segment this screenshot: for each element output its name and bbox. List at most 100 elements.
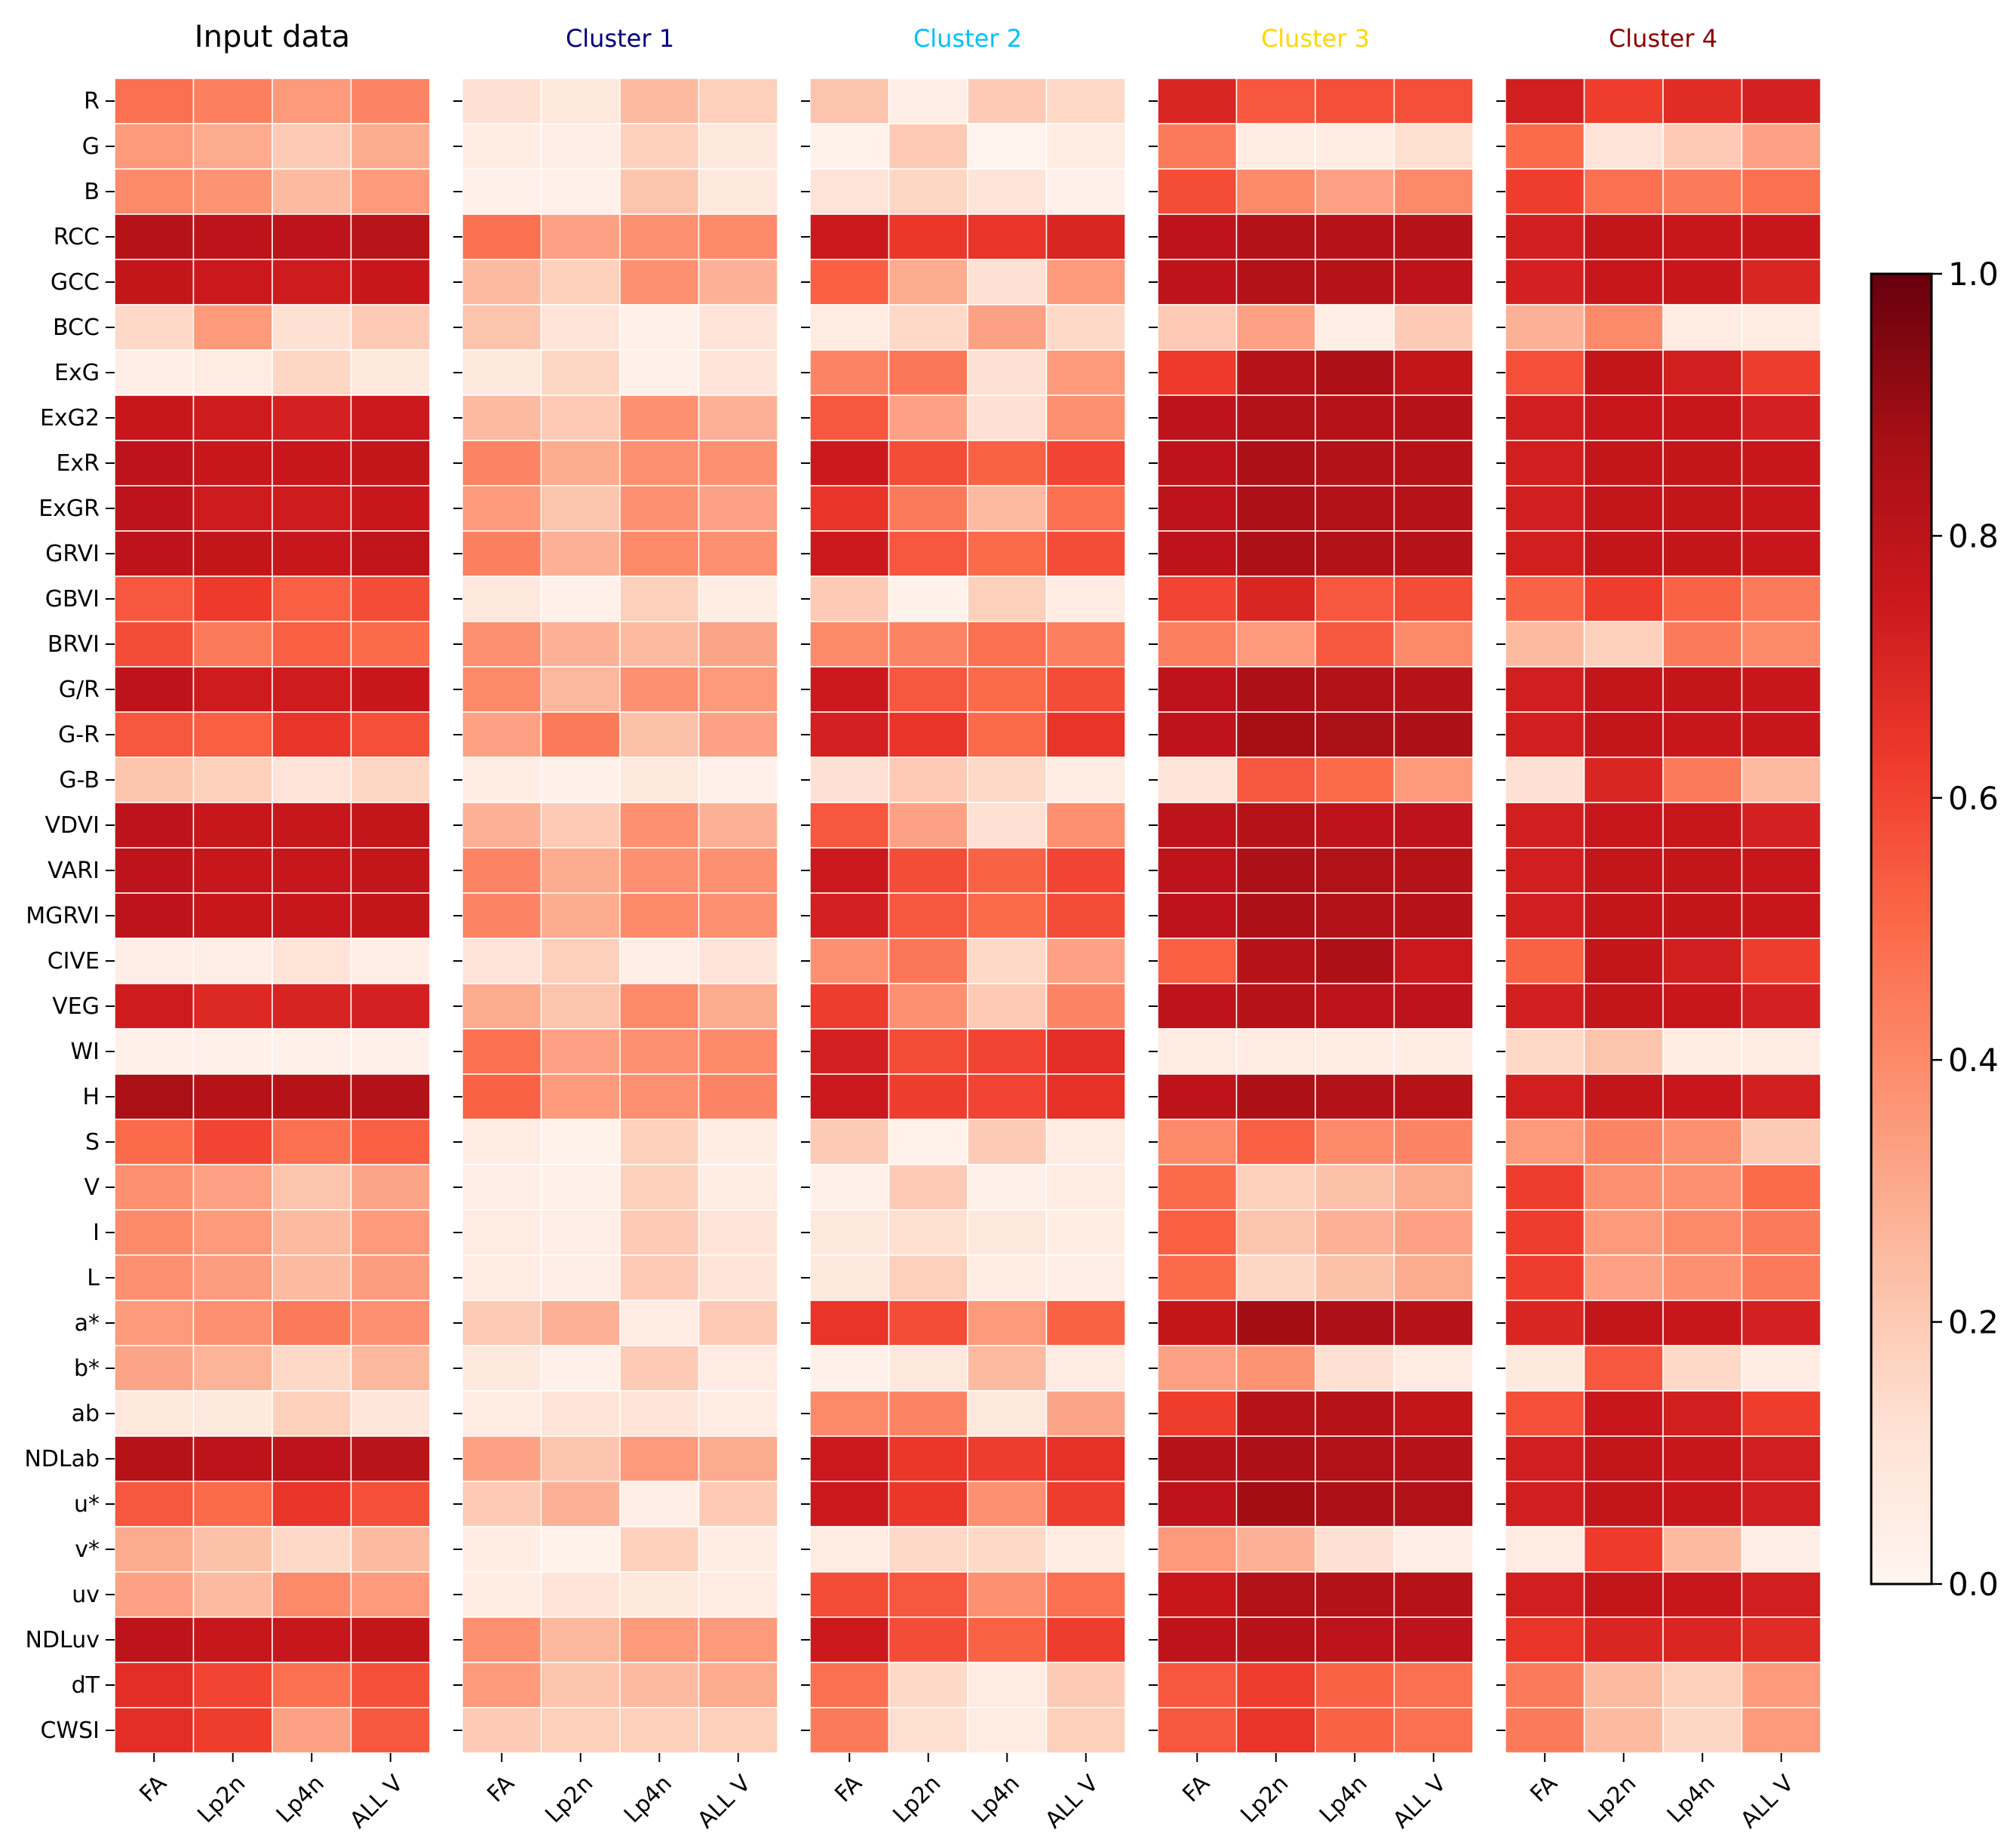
heatmap-cell — [1235, 711, 1316, 758]
heatmap-cell — [619, 530, 700, 577]
heatmap-cell — [967, 1526, 1048, 1573]
heatmap-cell — [350, 1119, 431, 1165]
heatmap-cell — [888, 1616, 968, 1663]
heatmap-cell — [619, 1345, 700, 1392]
heatmap-cell — [888, 1164, 968, 1211]
heatmap-cell — [809, 1209, 890, 1256]
heatmap-cell — [1315, 259, 1395, 305]
column-label: Lp2n — [1235, 1770, 1293, 1828]
heatmap-cell — [114, 1571, 195, 1618]
row-label: ExG — [54, 360, 100, 386]
heatmap-cell — [540, 1254, 621, 1301]
heatmap-cell — [619, 666, 700, 713]
heatmap-cell — [1045, 304, 1126, 351]
heatmap-cell — [809, 1345, 890, 1392]
heatmap-cell — [809, 1616, 890, 1663]
heatmap-cell — [1315, 530, 1395, 577]
heatmap-cell — [1583, 1254, 1664, 1301]
heatmap-cell — [1662, 304, 1743, 351]
heatmap-cell — [192, 938, 273, 984]
heatmap-cell — [1741, 1119, 1821, 1165]
heatmap-cell — [350, 711, 431, 758]
heatmap-cell — [272, 1119, 352, 1165]
heatmap-cell — [462, 621, 542, 668]
heatmap-cell — [1583, 576, 1664, 622]
heatmap-cell — [1505, 304, 1585, 351]
heatmap-cell — [619, 123, 700, 170]
heatmap-cell — [1662, 847, 1743, 894]
heatmap-cell — [1583, 892, 1664, 939]
heatmap-cell — [1235, 530, 1316, 577]
heatmap-cell — [1583, 711, 1664, 758]
heatmap-cell — [1662, 1707, 1743, 1754]
heatmap-cell — [888, 666, 968, 713]
heatmap-cell — [1583, 1662, 1664, 1708]
heatmap-cell — [272, 440, 352, 487]
heatmap-cell — [1315, 349, 1395, 396]
heatmap-cell — [1315, 938, 1395, 984]
heatmap-cell — [462, 1300, 542, 1346]
heatmap-cell — [1583, 1164, 1664, 1211]
heatmap-cell — [1157, 1435, 1238, 1482]
heatmap-cell — [114, 1481, 195, 1527]
column-label: FA — [1177, 1770, 1215, 1808]
heatmap-cell — [1505, 1164, 1585, 1211]
heatmap-panels: Input data RGB RCC GCC BCC ExG ExG2 ExR ExGR GRVI… — [24, 20, 1821, 1834]
heatmap-cell — [350, 802, 431, 849]
heatmap-cell — [272, 711, 352, 758]
colorbar-tick-label: 0.2 — [1948, 1304, 1999, 1341]
heatmap-cell — [540, 711, 621, 758]
heatmap-cell — [1235, 304, 1316, 351]
heatmap-cell — [1505, 1616, 1585, 1663]
heatmap-cell — [540, 168, 621, 215]
heatmap-cell — [967, 1073, 1048, 1120]
heatmap-cell — [1662, 983, 1743, 1030]
heatmap-cell — [1235, 168, 1316, 215]
heatmap-cell — [1315, 394, 1395, 441]
heatmap-cell — [1235, 1707, 1316, 1754]
panel-title: Cluster 3 — [1261, 24, 1370, 53]
heatmap-cell — [114, 1300, 195, 1346]
heatmap-cell — [1393, 485, 1474, 532]
heatmap-cell — [967, 983, 1048, 1030]
heatmap-cell — [192, 847, 273, 894]
heatmap-cell — [114, 1073, 195, 1120]
heatmap-cell — [350, 1707, 431, 1754]
row-label: v* — [75, 1536, 100, 1563]
heatmap-cell — [462, 1028, 542, 1075]
heatmap-cell — [462, 1481, 542, 1527]
heatmap-cell — [1662, 576, 1743, 622]
heatmap-cell — [350, 1571, 431, 1618]
heatmap-cell — [350, 485, 431, 532]
heatmap-cell — [1393, 440, 1474, 487]
heatmap-cell — [698, 394, 778, 441]
heatmap-cell — [192, 983, 273, 1030]
heatmap-cell — [809, 1435, 890, 1482]
heatmap-cell — [1393, 1254, 1474, 1301]
heatmap-cell — [1583, 394, 1664, 441]
heatmap-cell — [350, 666, 431, 713]
heatmap-cell — [1393, 1300, 1474, 1346]
column-label: FA — [482, 1770, 520, 1808]
heatmap-cell — [619, 757, 700, 803]
heatmap-cell — [1157, 1254, 1238, 1301]
heatmap-cell — [462, 1209, 542, 1256]
heatmap-cell — [1315, 1481, 1395, 1527]
heatmap-cell — [809, 757, 890, 803]
heatmap-cell — [1393, 621, 1474, 668]
heatmap-cell — [619, 938, 700, 984]
heatmap-cell — [192, 394, 273, 441]
row-label: G/R — [59, 677, 100, 703]
heatmap-cell — [698, 1254, 778, 1301]
heatmap-cell — [1157, 1345, 1238, 1392]
heatmap-cell — [272, 1481, 352, 1527]
heatmap-cell — [114, 349, 195, 396]
heatmap-cell — [1393, 802, 1474, 849]
heatmap-cell — [1393, 168, 1474, 215]
heatmap-cell — [1505, 1300, 1585, 1346]
panel-title: Cluster 1 — [566, 24, 674, 53]
heatmap-cell — [462, 1571, 542, 1618]
row-label: VARI — [48, 858, 100, 884]
heatmap-cell — [462, 892, 542, 939]
